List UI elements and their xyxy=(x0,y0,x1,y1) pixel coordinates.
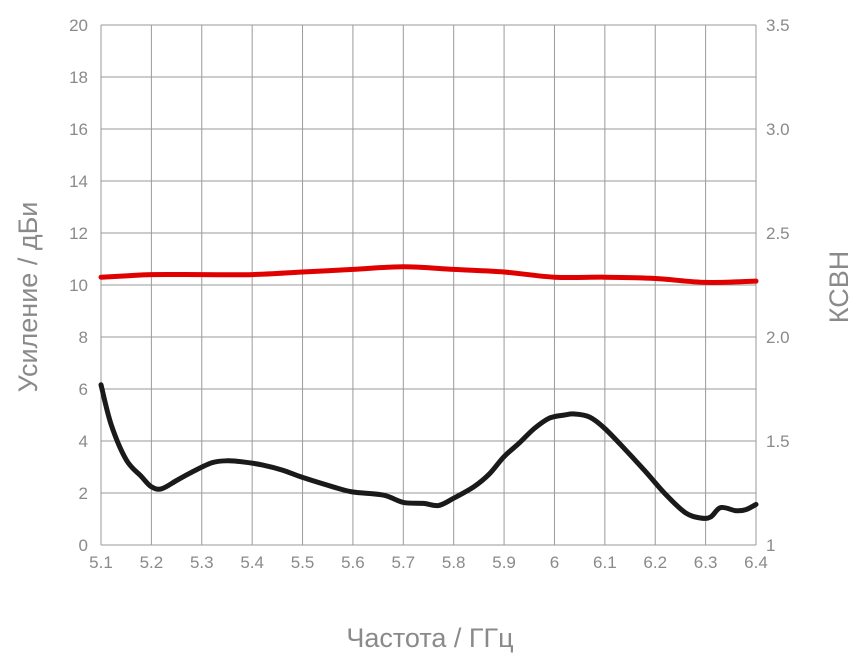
y-tick-label-left: 16 xyxy=(69,120,88,139)
series-line-vswr xyxy=(98,382,759,521)
y-tick-label-left: 20 xyxy=(69,16,88,35)
x-tick-label: 6.2 xyxy=(643,553,667,572)
x-tick-label: 5.5 xyxy=(291,553,315,572)
y-tick-label-left: 14 xyxy=(69,172,88,191)
y-tick-label-right: 2.0 xyxy=(766,328,790,347)
y-tick-label-right: 1 xyxy=(766,536,775,555)
y-tick-label-left: 18 xyxy=(69,68,88,87)
x-tick-label: 5.7 xyxy=(391,553,415,572)
x-tick-label: 6.4 xyxy=(744,553,768,572)
y-tick-label-left: 6 xyxy=(79,380,88,399)
y-tick-label-right: 3.5 xyxy=(766,16,790,35)
series-line-gain xyxy=(98,264,759,285)
x-tick-label: 5.3 xyxy=(190,553,214,572)
x-tick-label: 5.2 xyxy=(140,553,164,572)
x-tick-label: 5.6 xyxy=(341,553,365,572)
y-axis-title-right: КСВН xyxy=(824,251,854,323)
x-axis-title: Частота / ГГц xyxy=(346,623,513,653)
y-tick-label-left: 2 xyxy=(79,484,88,503)
y-tick-label-left: 8 xyxy=(79,328,88,347)
x-tick-label: 6.3 xyxy=(694,553,718,572)
plot-series xyxy=(98,264,759,521)
tick-labels: 5.1 5.2 5.3 5.4 5.5 5.6 5.7 5.8 5.9 6 6.1 6.2 6.3 6.4… xyxy=(69,16,790,572)
y-tick-label-right: 2.5 xyxy=(766,224,790,243)
y-tick-label-right: 1.5 xyxy=(766,432,790,451)
y-tick-label-left: 0 xyxy=(79,536,88,555)
y-axis-title-left: Усиление / дБи xyxy=(13,202,43,393)
x-tick-label: 5.1 xyxy=(89,553,113,572)
x-tick-label: 6 xyxy=(550,553,559,572)
y-tick-label-left: 12 xyxy=(69,224,88,243)
x-tick-label: 5.4 xyxy=(240,553,264,572)
x-tick-label: 5.9 xyxy=(492,553,516,572)
y-tick-label-left: 4 xyxy=(79,432,88,451)
y-tick-label-right: 3.0 xyxy=(766,120,790,139)
x-tick-label: 5.8 xyxy=(442,553,466,572)
x-tick-label: 6.1 xyxy=(593,553,617,572)
plot-grid xyxy=(100,24,757,546)
y-tick-label-left: 10 xyxy=(69,276,88,295)
